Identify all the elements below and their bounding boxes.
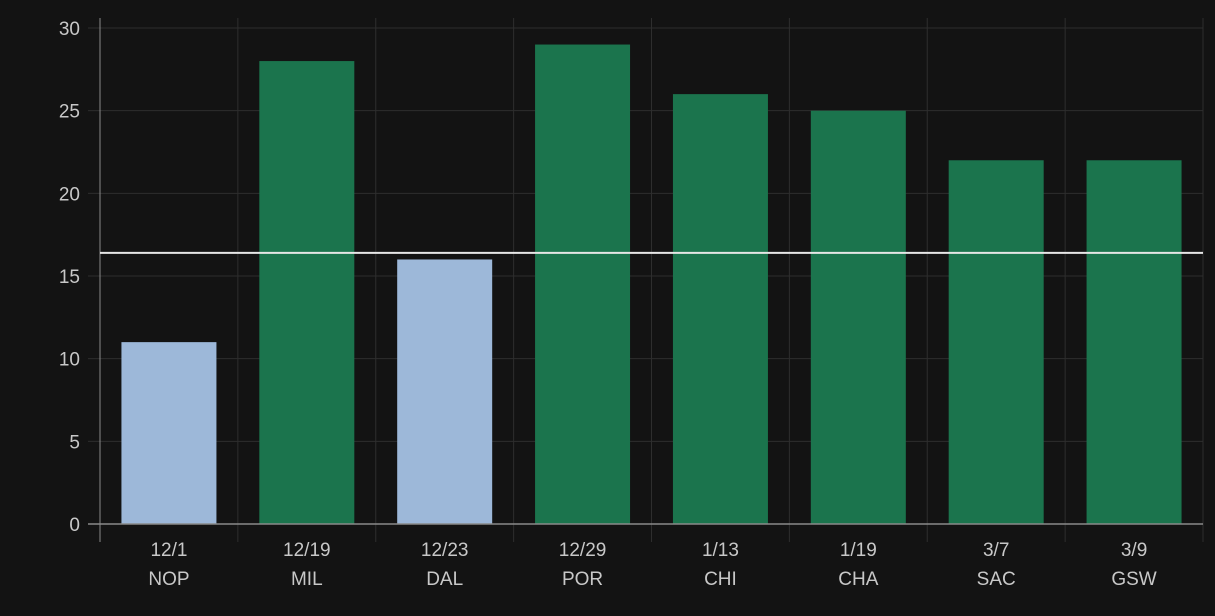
bar-nop[interactable]: [121, 342, 217, 524]
bar-gsw[interactable]: [1086, 160, 1182, 524]
x-tick-date-label: 12/19: [283, 540, 331, 561]
x-tick-date-label: 1/13: [702, 540, 739, 561]
y-tick-label: 0: [69, 515, 80, 536]
x-tick-team-label: DAL: [426, 569, 463, 590]
bar-mil[interactable]: [259, 61, 355, 525]
x-tick-team-label: NOP: [148, 569, 189, 590]
y-tick-label: 25: [59, 102, 80, 123]
bar-por[interactable]: [535, 44, 631, 525]
labels: 0 5 10 15 20 25 30 12/1 NOP 12/19 MIL 12/23 DAL 12/29…: [59, 19, 1157, 590]
y-tick-label: 5: [69, 432, 80, 453]
x-tick-date-label: 3/9: [1121, 540, 1147, 561]
x-tick-team-label: SAC: [977, 569, 1016, 590]
y-tick-label: 10: [59, 350, 80, 371]
axes: [88, 18, 1203, 542]
x-tick-date-label: 12/29: [559, 540, 607, 561]
x-tick-team-label: CHA: [838, 569, 878, 590]
x-tick-date-label: 3/7: [983, 540, 1009, 561]
y-tick-label: 15: [59, 267, 80, 288]
x-tick-date-label: 12/1: [150, 540, 187, 561]
bar-chi[interactable]: [672, 94, 768, 524]
y-tick-label: 30: [59, 19, 80, 40]
x-tick-date-label: 12/23: [421, 540, 469, 561]
y-tick-label: 20: [59, 184, 80, 205]
x-tick-date-label: 1/19: [840, 540, 877, 561]
bars: [121, 44, 1182, 525]
bar-cha[interactable]: [810, 110, 906, 525]
x-tick-team-label: POR: [562, 569, 603, 590]
x-tick-team-label: CHI: [704, 569, 737, 590]
bar-sac[interactable]: [948, 160, 1044, 524]
x-tick-team-label: GSW: [1111, 569, 1156, 590]
x-tick-team-label: MIL: [291, 569, 323, 590]
bar-dal[interactable]: [397, 259, 493, 524]
